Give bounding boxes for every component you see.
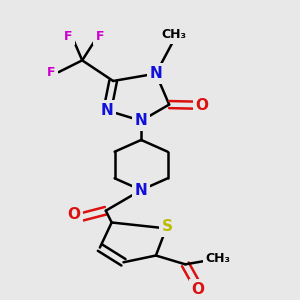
Text: N: N <box>135 113 148 128</box>
Text: CH₃: CH₃ <box>161 28 186 41</box>
Text: CH₃: CH₃ <box>205 252 230 265</box>
Text: O: O <box>196 98 209 113</box>
Text: F: F <box>64 30 72 43</box>
Text: O: O <box>67 207 80 222</box>
Text: N: N <box>101 103 114 118</box>
Text: S: S <box>162 219 173 234</box>
Text: N: N <box>149 66 162 81</box>
Text: O: O <box>192 282 205 297</box>
Text: F: F <box>47 66 56 79</box>
Text: F: F <box>96 30 104 43</box>
Text: N: N <box>135 183 148 198</box>
